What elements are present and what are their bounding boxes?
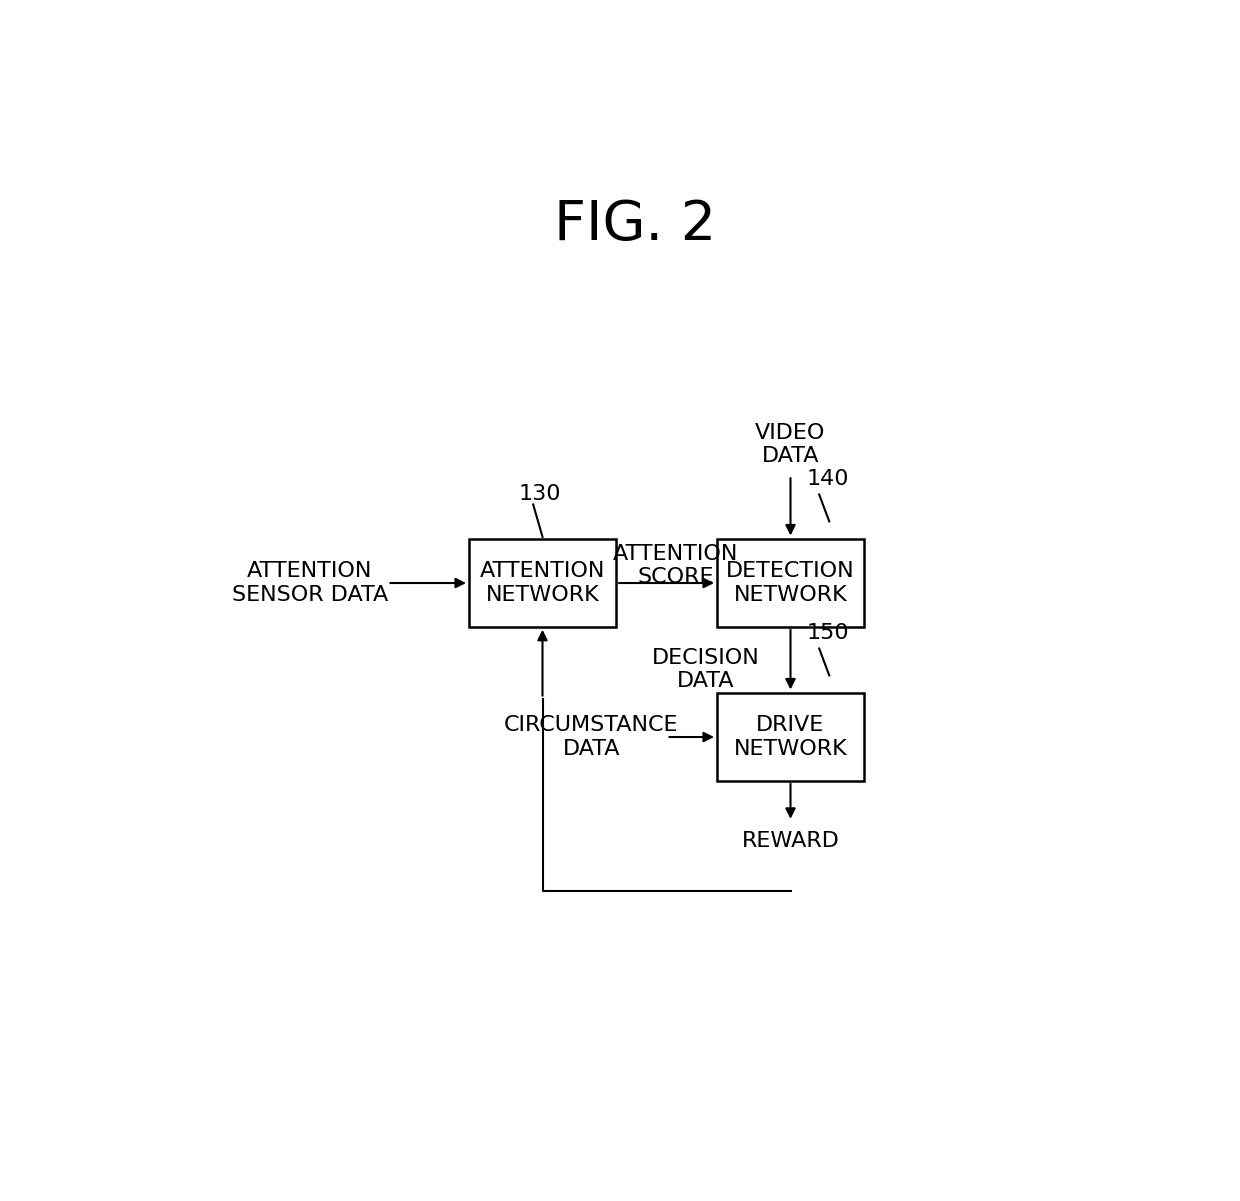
Text: VIDEO
DATA: VIDEO DATA [755, 423, 826, 466]
Text: DETECTION
NETWORK: DETECTION NETWORK [727, 561, 854, 604]
Text: CIRCUMSTANCE
DATA: CIRCUMSTANCE DATA [505, 716, 678, 759]
Bar [717, 693, 864, 782]
Text: DRIVE
NETWORK: DRIVE NETWORK [734, 716, 847, 759]
Text: DECISION
DATA: DECISION DATA [651, 647, 759, 691]
Text: 130: 130 [518, 484, 562, 504]
Text: 140: 140 [806, 470, 849, 489]
Bar [717, 539, 864, 627]
Text: REWARD: REWARD [742, 831, 839, 852]
Bar [469, 539, 616, 627]
Text: 150: 150 [806, 623, 849, 643]
Text: ATTENTION
SCORE: ATTENTION SCORE [613, 544, 739, 587]
Text: ATTENTION
NETWORK: ATTENTION NETWORK [480, 561, 605, 604]
Text: FIG. 2: FIG. 2 [554, 198, 717, 252]
Text: ATTENTION
SENSOR DATA: ATTENTION SENSOR DATA [232, 561, 388, 604]
